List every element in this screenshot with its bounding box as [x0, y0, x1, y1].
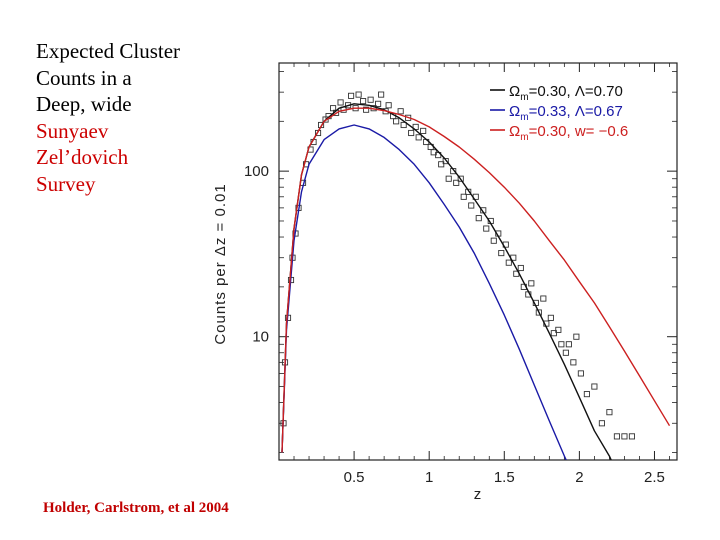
- data-point: [442, 158, 449, 165]
- title-line-highlight: Survey: [36, 171, 96, 196]
- data-point: [573, 333, 580, 340]
- x-tick-label: 1.5: [494, 469, 515, 486]
- data-point: [490, 237, 497, 244]
- data-point: [498, 250, 505, 257]
- citation: Holder, Carlstrom, et al 2004: [43, 500, 229, 516]
- data-point: [613, 433, 620, 440]
- title-line: Counts in a: [36, 65, 132, 90]
- legend-label: Ωm=0.33, Λ=0.67: [509, 103, 623, 123]
- data-point: [438, 161, 445, 168]
- legend-label: Ωm=0.30, w= −0.6: [509, 123, 628, 143]
- data-point: [475, 215, 482, 222]
- data-point: [363, 106, 370, 113]
- y-tick-label: 10: [252, 329, 269, 346]
- data-point: [570, 359, 577, 366]
- data-point: [483, 225, 490, 232]
- title-line-highlight: Zel’dovich: [36, 145, 129, 169]
- data-point: [453, 179, 460, 186]
- data-point: [591, 383, 598, 390]
- data-point: [606, 409, 613, 416]
- data-point: [348, 92, 355, 99]
- legend-label: Ωm=0.30, Λ=0.70: [509, 83, 623, 103]
- data-point: [337, 99, 344, 106]
- data-point: [547, 314, 554, 321]
- data-point: [360, 98, 367, 105]
- model-curves: [281, 103, 671, 460]
- title-line: Deep, wide: [36, 92, 132, 116]
- data-point: [460, 193, 467, 200]
- title-line: Expected Cluster: [36, 39, 181, 63]
- data-point: [457, 175, 464, 182]
- x-tick-label: 2: [575, 469, 583, 486]
- data-point: [517, 264, 524, 272]
- data-point: [540, 295, 547, 302]
- data-point: [565, 341, 572, 348]
- data-point: [535, 309, 542, 316]
- data-point: [583, 391, 590, 398]
- y-tick-label: 100: [244, 163, 269, 180]
- data-point: [621, 433, 628, 440]
- data-point: [555, 326, 562, 333]
- data-point: [598, 420, 605, 427]
- x-tick-label: 0.5: [344, 469, 365, 486]
- x-tick-label: 2.5: [644, 469, 665, 486]
- data-point: [367, 96, 374, 103]
- slide-title: Expected Cluster Counts in a Deep, wide …: [36, 38, 216, 197]
- data-point: [420, 127, 427, 134]
- data-point: [355, 91, 362, 98]
- axis-ticks: [279, 63, 677, 460]
- data-point: [408, 129, 415, 137]
- data-point: [528, 280, 535, 287]
- data-point: [385, 102, 392, 109]
- data-point: [415, 134, 422, 141]
- data-point: [577, 370, 584, 377]
- data-point: [468, 202, 475, 209]
- x-tick-label: 1: [425, 469, 433, 486]
- x-axis-label: z: [474, 486, 483, 503]
- data-point: [397, 108, 404, 115]
- y-axis-label: Counts per Δz = 0.01: [212, 183, 229, 344]
- data-point: [393, 118, 400, 125]
- series-line: [281, 124, 567, 460]
- tick-labels: 0.5 1 1.5 2 2.5 10 100: [244, 163, 665, 486]
- data-point: [550, 330, 557, 337]
- data-point: [375, 100, 382, 107]
- data-point: [378, 91, 385, 98]
- data-point: [558, 341, 565, 348]
- data-point: [400, 121, 407, 129]
- data-point: [562, 349, 569, 356]
- data-point: [505, 259, 512, 266]
- title-line-highlight: Sunyaev: [36, 118, 109, 143]
- data-point: [628, 433, 635, 440]
- series-line: [281, 107, 671, 453]
- data-point: [445, 175, 452, 182]
